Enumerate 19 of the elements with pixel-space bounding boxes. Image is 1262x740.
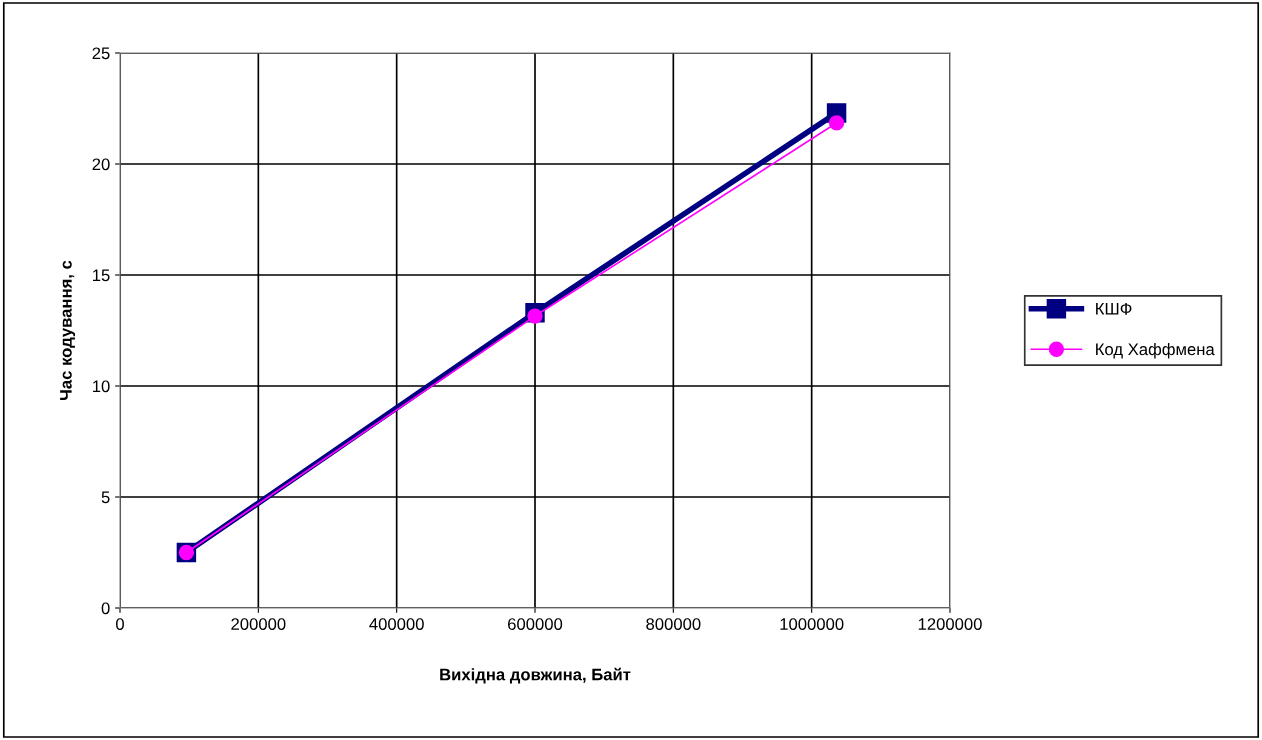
x-tick-label: 600000 <box>508 618 563 630</box>
y-tick-label: 20 <box>92 158 110 171</box>
y-tick-label: 15 <box>93 269 110 282</box>
legend-label: КШФ <box>1096 302 1132 315</box>
x-axis-title: Вихідна довжина, Байт <box>440 667 631 684</box>
y-tick-label: 10 <box>93 380 110 393</box>
point <box>828 115 845 131</box>
x-tick-label: 0 <box>116 618 124 630</box>
y-tick-label: 5 <box>101 491 110 504</box>
x-tick-label: 200000 <box>231 618 286 630</box>
x-tick-label: 400000 <box>369 618 424 630</box>
x-tick-label: 800000 <box>646 618 701 630</box>
y-tick-label: 25 <box>92 47 110 60</box>
legend-label: Код Хаффмена <box>1096 343 1215 359</box>
x-tick-label: 1200000 <box>918 618 982 630</box>
y-axis-title: Час кодування, с <box>60 260 76 400</box>
point <box>527 308 543 324</box>
x-tick-label: 1000000 <box>780 618 844 630</box>
y-tick-label: 0 <box>101 602 110 615</box>
